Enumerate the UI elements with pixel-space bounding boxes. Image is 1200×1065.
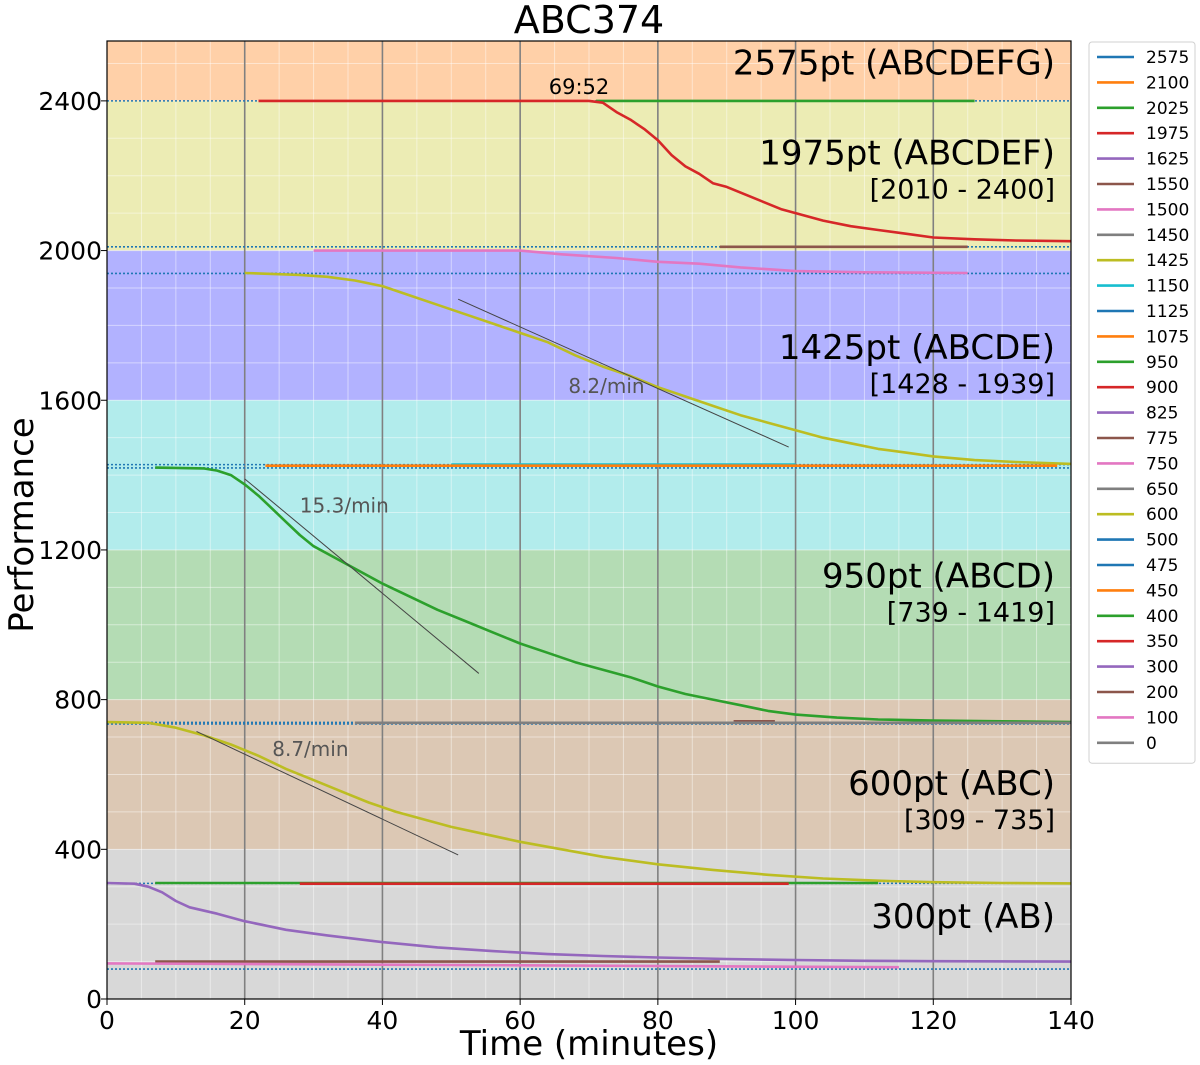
legend-entry-label: 1075 xyxy=(1146,327,1189,347)
band-label-range: [2010 - 2400] xyxy=(870,174,1055,205)
y-tick-label: 400 xyxy=(54,835,102,864)
series-line-950 xyxy=(155,466,1072,724)
series-line-1975 xyxy=(258,99,1072,243)
y-tick-label: 1200 xyxy=(38,536,102,565)
performance-bands xyxy=(107,41,1071,999)
x-tick-label: 120 xyxy=(909,1006,957,1035)
legend: 2575 2100 2025 1975 1625 1550 1500 1450 1425 1150… xyxy=(1088,41,1196,764)
trend-slope-label: 15.3/min xyxy=(300,494,389,518)
series-line-1425 xyxy=(244,271,1072,466)
band-label-range: [739 - 1419] xyxy=(887,597,1055,628)
series-line-600 xyxy=(106,720,1072,885)
series-line-100 xyxy=(106,962,899,969)
legend-entry-label: 1150 xyxy=(1146,277,1189,297)
vertical-marker-lines xyxy=(243,41,935,999)
trend-line xyxy=(457,298,789,448)
x-tick-label: 20 xyxy=(229,1006,261,1035)
trend-slope-label: 8.2/min xyxy=(568,374,644,398)
band-label-title: 2575pt (ABCDEFG) xyxy=(733,44,1055,84)
band-6 xyxy=(107,849,1071,999)
series-line-1500 xyxy=(313,249,968,275)
trend-slope-label: 8.7/min xyxy=(272,737,348,761)
band-label-title: 1975pt (ABCDEF) xyxy=(759,133,1055,173)
y-tick-label: 0 xyxy=(86,985,102,1014)
band-1 xyxy=(107,100,1071,251)
plot-frame xyxy=(106,40,1072,1000)
legend-entry-label: 2575 xyxy=(1146,48,1189,68)
legend-entry-label: 1425 xyxy=(1146,251,1189,271)
band-3 xyxy=(107,400,1071,550)
legend-entry-label: 750 xyxy=(1146,454,1178,474)
legend-entry-label: 1625 xyxy=(1146,150,1189,170)
legend-entry-label: 2100 xyxy=(1146,73,1189,93)
legend-entry-label: 900 xyxy=(1146,378,1178,398)
legend-entry-label: 350 xyxy=(1146,632,1178,652)
y-tick-label: 1600 xyxy=(38,386,102,415)
x-tick-label: 100 xyxy=(772,1006,820,1035)
legend-entry-label: 300 xyxy=(1146,658,1178,678)
band-label-range: [1428 - 1939] xyxy=(870,369,1055,400)
x-tick-label: 40 xyxy=(367,1006,399,1035)
legend-entry-label: 2025 xyxy=(1146,99,1189,119)
x-tick-label: 140 xyxy=(1047,1006,1095,1035)
trend-lines: 8.2/min 15.3/min 8.7/min xyxy=(196,298,789,856)
legend-entry-label: 400 xyxy=(1146,607,1178,627)
legend-entry-label: 1500 xyxy=(1146,200,1189,220)
band-label-title: 1425pt (ABCDE) xyxy=(779,328,1055,368)
x-tick-label: 60 xyxy=(504,1006,536,1035)
band-label-title: 950pt (ABCD) xyxy=(822,556,1055,596)
x-axis-ticks: 0 20 40 60 80 100 120 140 xyxy=(99,999,1095,1035)
x-tick-label: 80 xyxy=(642,1006,674,1035)
y-tick-label: 800 xyxy=(54,686,102,715)
legend-entry-label: 600 xyxy=(1146,505,1178,525)
legend-entry-label: 950 xyxy=(1146,353,1178,373)
series-line-300 xyxy=(106,881,1072,963)
band-label-title: 300pt (AB) xyxy=(871,897,1055,937)
legend-entry-label: 775 xyxy=(1146,429,1178,449)
y-axis-ticks: 0 400 800 1200 1600 2000 2400 xyxy=(38,87,107,1014)
legend-entry-label: 450 xyxy=(1146,581,1178,601)
legend-box xyxy=(1088,41,1196,764)
band-0 xyxy=(107,41,1071,101)
band-label-title: 600pt (ABC) xyxy=(848,764,1055,804)
legend-entry-label: 1450 xyxy=(1146,226,1189,246)
legend-entry-label: 475 xyxy=(1146,556,1178,576)
legend-entry-label: 500 xyxy=(1146,531,1178,551)
legend-entry-label: 1975 xyxy=(1146,124,1189,144)
y-tick-label: 2000 xyxy=(38,237,102,266)
trend-line xyxy=(244,478,480,674)
band-labels: 2575pt (ABCDEFG) 1975pt (ABCDEF)[2010 - 2… xyxy=(733,44,1055,937)
legend-entry-label: 650 xyxy=(1146,480,1178,500)
legend-entry-label: 1550 xyxy=(1146,175,1189,195)
band-2 xyxy=(107,250,1071,401)
legend-entry-label: 1125 xyxy=(1146,302,1189,322)
trend-line xyxy=(196,730,459,856)
legend-entry-label: 100 xyxy=(1146,708,1178,728)
x-axis-title: Time (minutes) xyxy=(459,1024,718,1064)
legend-entry-label: 825 xyxy=(1146,404,1178,424)
legend-entry-label: 200 xyxy=(1146,683,1178,703)
y-axis-title: Performance xyxy=(2,417,42,632)
series-lines xyxy=(106,99,1072,969)
solve-time-label: 69:52 xyxy=(549,75,610,99)
band-4 xyxy=(107,549,1071,700)
plot-border xyxy=(106,40,1072,1000)
x-tick-label: 0 xyxy=(99,1006,115,1035)
chart-title: ABC374 xyxy=(514,0,664,42)
legend-entry-label: 0 xyxy=(1146,734,1157,754)
y-tick-label: 2400 xyxy=(38,87,102,116)
band-label-range: [309 - 735] xyxy=(904,805,1055,836)
